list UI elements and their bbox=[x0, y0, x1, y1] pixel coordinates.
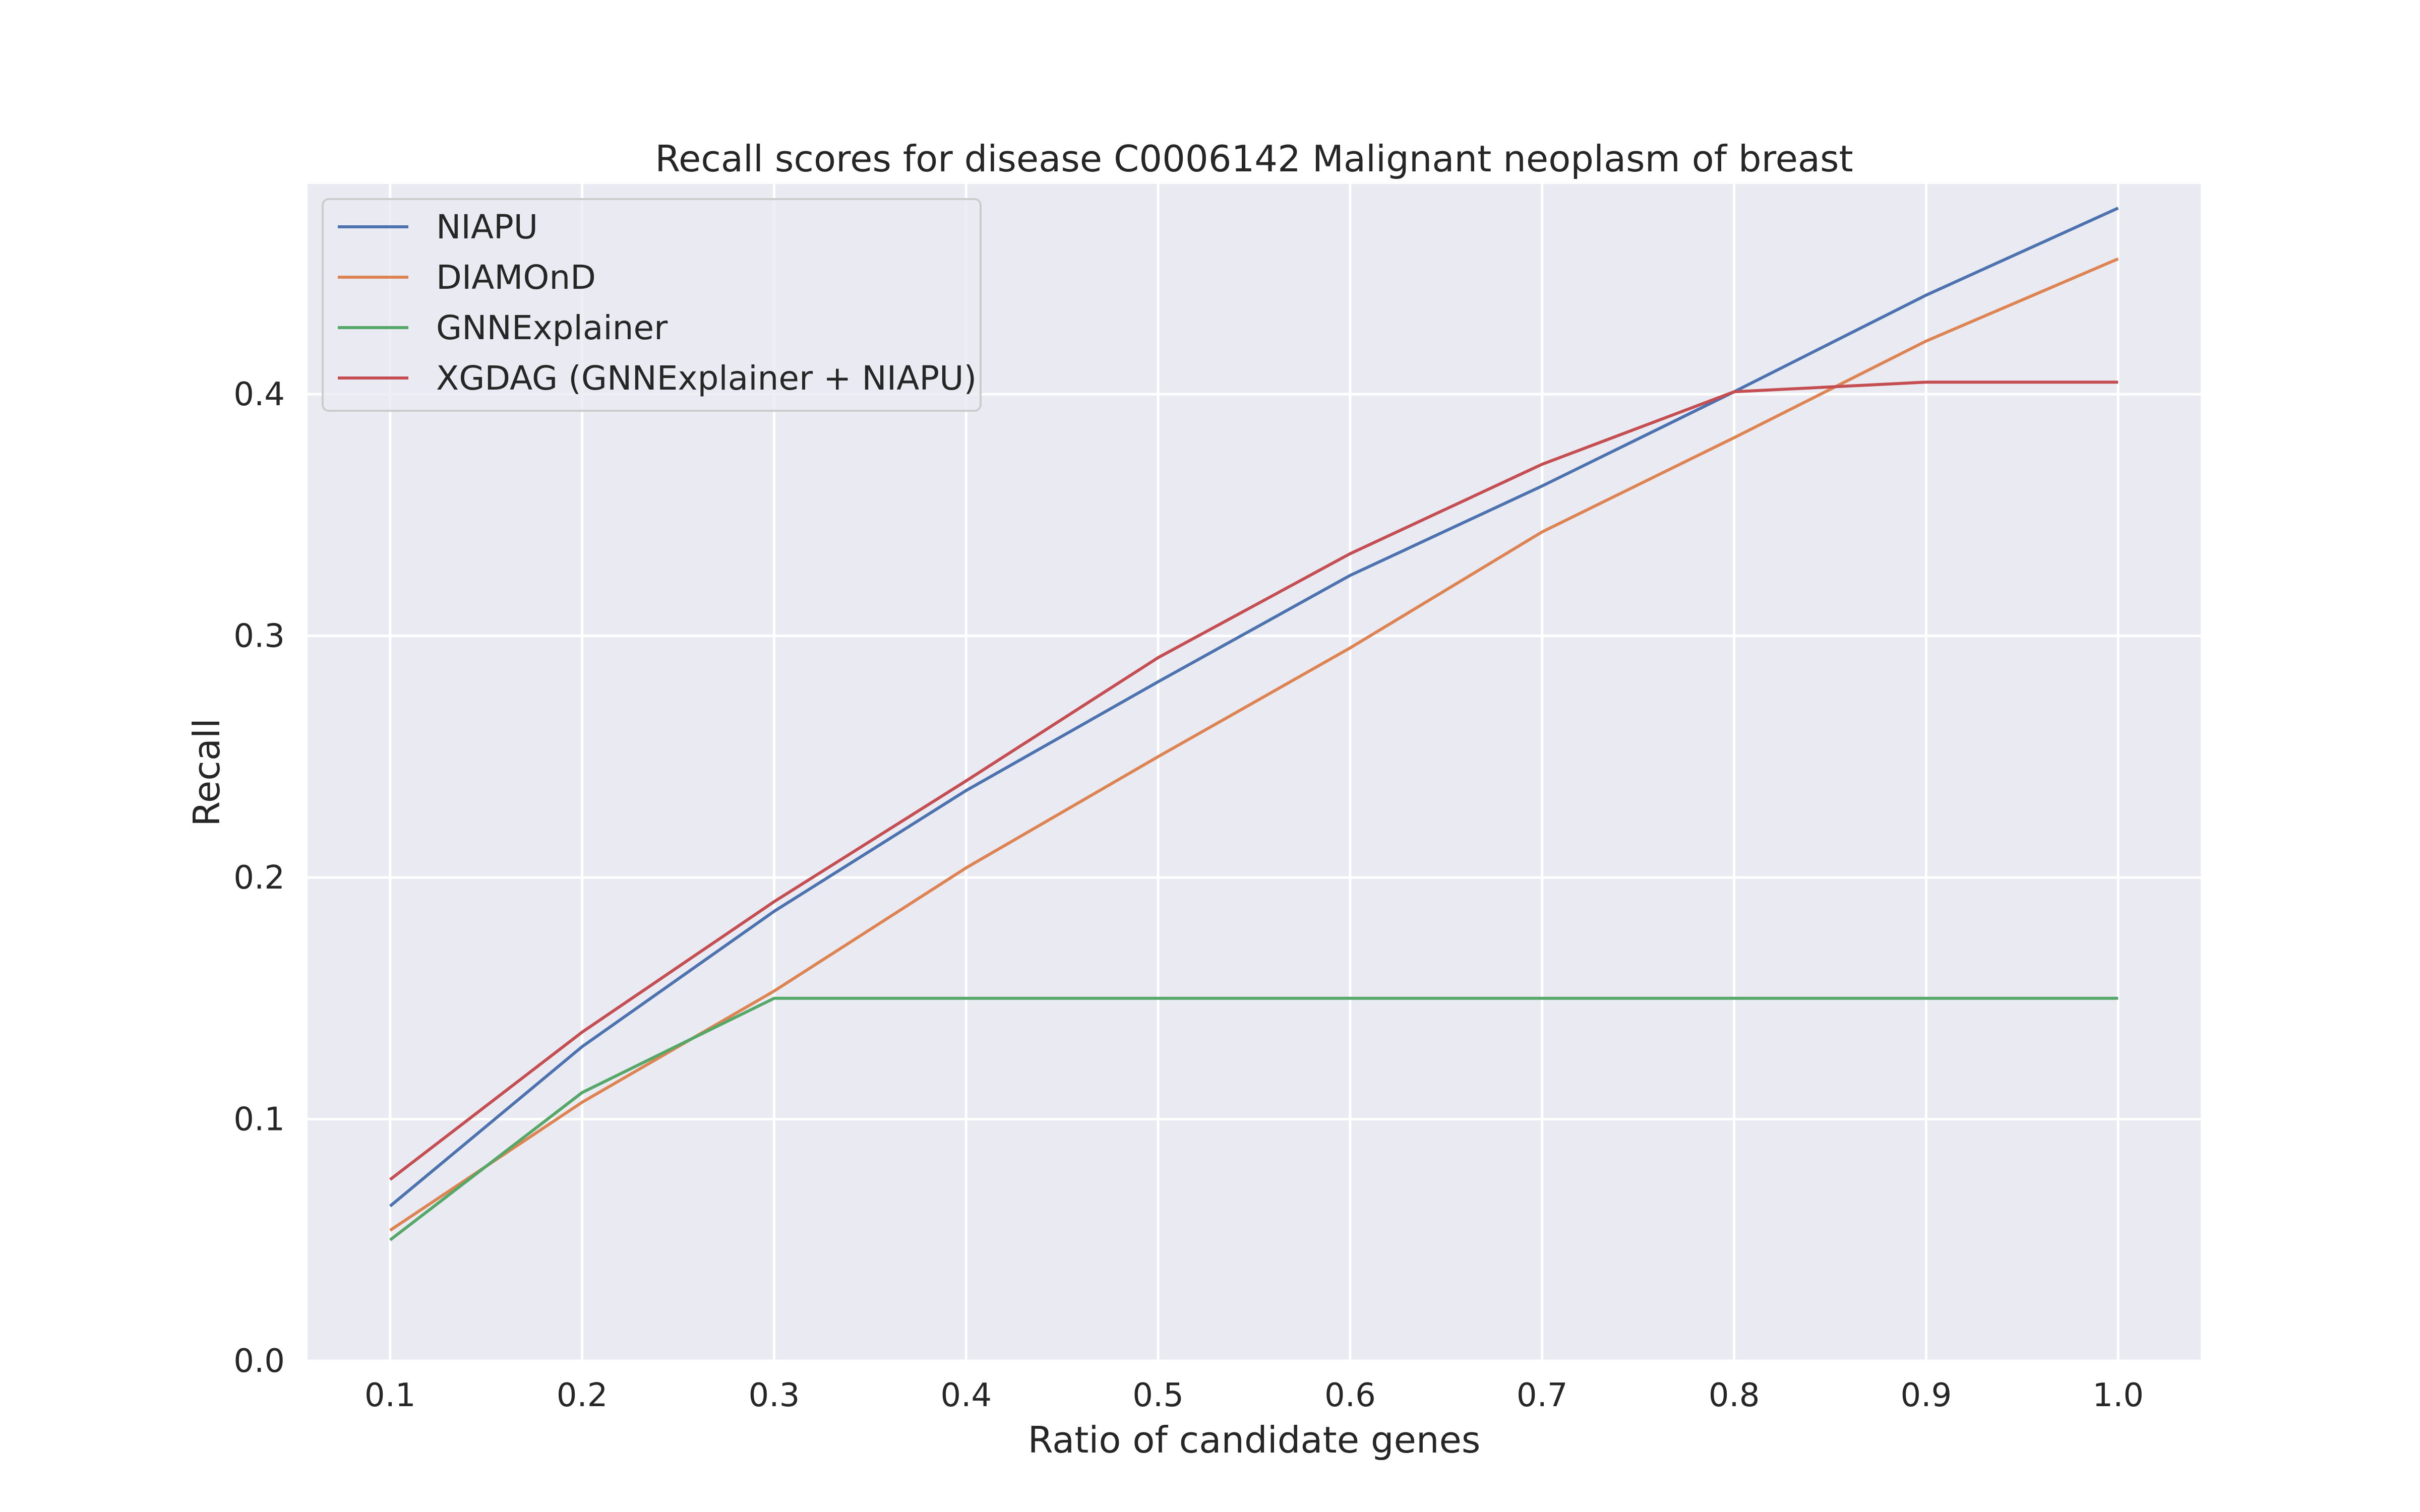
x-axis-label: Ratio of candidate genes bbox=[1028, 1419, 1481, 1461]
series-line-2 bbox=[389, 996, 2119, 1241]
legend-box bbox=[322, 198, 982, 412]
x-tick-label: 0.8 bbox=[1709, 1377, 1760, 1414]
x-tick-label: 0.7 bbox=[1517, 1377, 1568, 1414]
y-axis-ticks: 0.0 0.1 0.2 0.3 0.4 bbox=[233, 376, 285, 1380]
x-tick-label: 0.4 bbox=[940, 1377, 992, 1414]
y-tick-label: 0.4 bbox=[233, 376, 285, 413]
chart-title: Recall scores for disease C0006142 Malig… bbox=[655, 138, 1853, 180]
x-tick-label: 0.9 bbox=[1901, 1377, 1952, 1414]
legend: NIAPU DIAMOnD GNNExplainer XGDAG (GNNExplai… bbox=[322, 198, 982, 412]
legend-label: GNNExplainer bbox=[436, 308, 668, 347]
x-axis-ticks: 0.1 0.2 0.3 0.4 0.5 0.6 0.7 0.8 0.9 1.0 bbox=[365, 1377, 2144, 1414]
series-line-0 bbox=[389, 207, 2119, 1208]
y-tick-label: 0.3 bbox=[233, 618, 285, 655]
x-tick-label: 0.3 bbox=[749, 1377, 800, 1414]
x-tick-label: 0.2 bbox=[557, 1377, 608, 1414]
x-tick-label: 1.0 bbox=[2092, 1377, 2144, 1414]
legend-label: XGDAG (GNNExplainer + NIAPU) bbox=[436, 359, 977, 398]
x-tick-label: 0.6 bbox=[1324, 1377, 1376, 1414]
y-axis-label: Recall bbox=[186, 718, 228, 827]
x-tick-label: 0.1 bbox=[365, 1377, 416, 1414]
y-tick-label: 0.1 bbox=[233, 1101, 285, 1139]
x-tick-label: 0.5 bbox=[1132, 1377, 1184, 1414]
series-line-3 bbox=[389, 381, 2119, 1181]
legend-label: NIAPU bbox=[436, 208, 538, 246]
legend-label: DIAMOnD bbox=[436, 258, 596, 297]
y-tick-label: 0.2 bbox=[233, 859, 285, 897]
series-lines bbox=[389, 207, 2119, 1241]
y-tick-label: 0.0 bbox=[233, 1343, 285, 1380]
